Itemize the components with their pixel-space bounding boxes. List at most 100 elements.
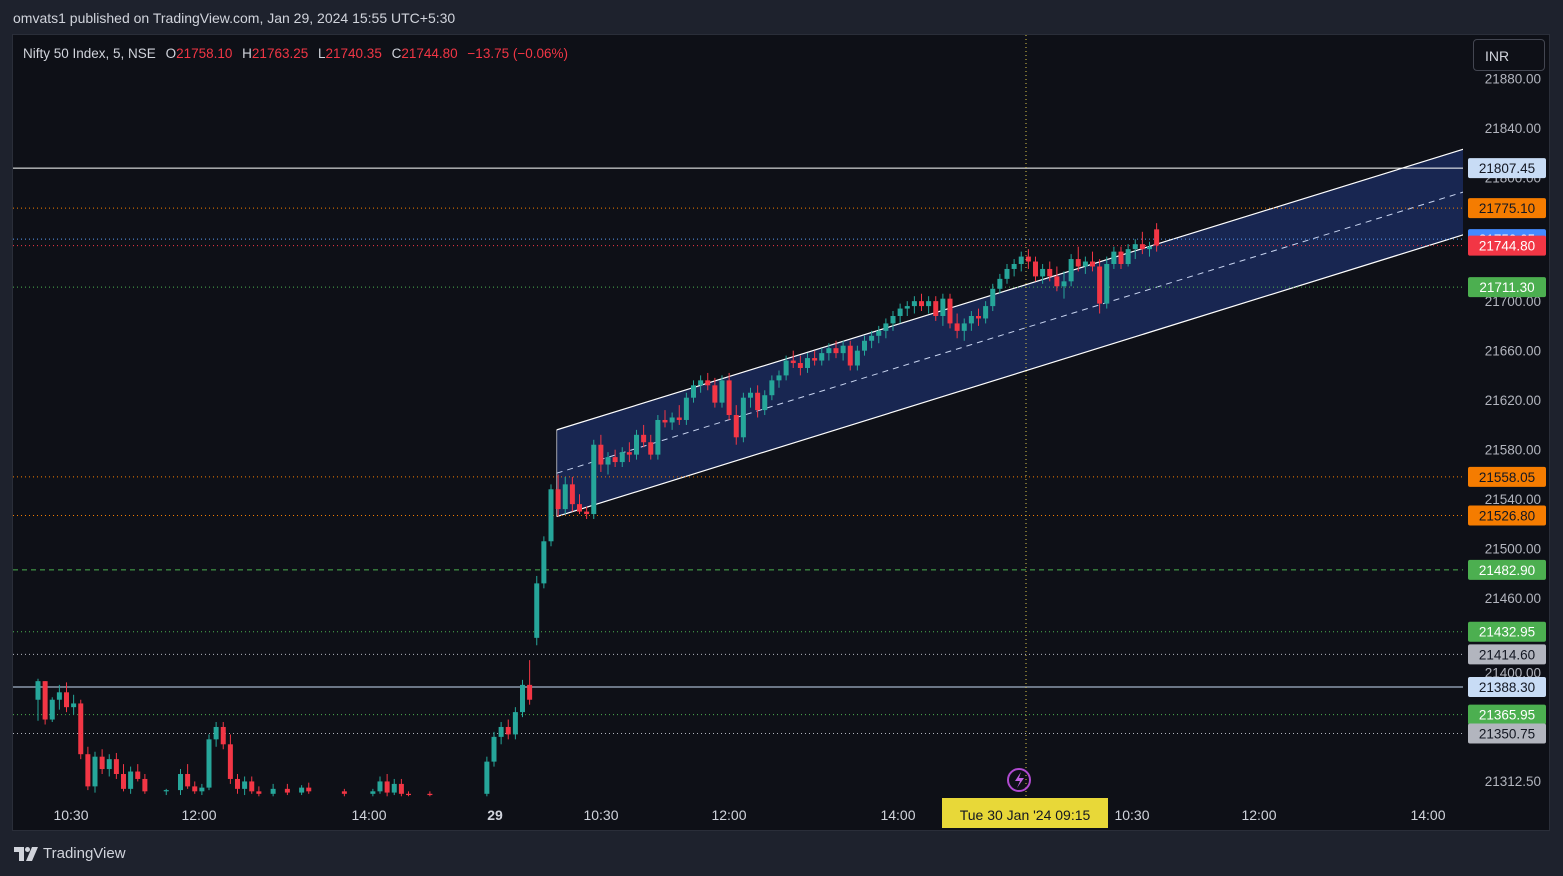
candle xyxy=(527,660,533,705)
candle-body xyxy=(249,781,255,792)
candle xyxy=(776,370,782,388)
price-level-label-bg xyxy=(1468,505,1546,526)
candle-body xyxy=(1011,264,1017,269)
candle xyxy=(598,434,604,472)
candle xyxy=(206,734,212,791)
price-level-label-bg xyxy=(1468,704,1546,725)
lightning-icon xyxy=(1015,772,1024,788)
candle-body xyxy=(1004,268,1010,279)
candle-body xyxy=(85,754,91,787)
time-axis-bg xyxy=(13,800,1549,830)
candle xyxy=(270,783,276,797)
candle xyxy=(106,754,112,777)
candle-body xyxy=(890,315,896,324)
candle xyxy=(1097,259,1103,314)
candle xyxy=(854,345,860,371)
candle xyxy=(961,318,967,341)
candle xyxy=(1033,256,1038,282)
candle xyxy=(748,387,753,408)
candle xyxy=(890,311,896,331)
candle-body xyxy=(883,323,889,331)
candle xyxy=(655,415,661,460)
candle xyxy=(833,340,839,359)
candle xyxy=(733,405,739,445)
candle-body xyxy=(1154,229,1160,246)
candle xyxy=(919,293,924,312)
candle xyxy=(826,343,832,361)
currency-button[interactable]: INR xyxy=(1473,39,1545,71)
candle-body xyxy=(976,315,981,319)
candle-body xyxy=(897,308,903,316)
candle-body xyxy=(933,301,939,316)
event-marker-icon xyxy=(1007,768,1031,792)
candle-body xyxy=(776,375,782,381)
candle xyxy=(926,296,932,314)
candle-body xyxy=(662,419,668,423)
symbol-name[interactable]: Nifty 50 Index, 5, NSE xyxy=(23,46,156,61)
candle-body xyxy=(1047,268,1053,277)
candle xyxy=(341,788,347,797)
candle-body xyxy=(983,306,989,319)
candle-body xyxy=(755,392,761,411)
candle xyxy=(562,476,568,515)
price-level-label: 21365.95 xyxy=(1468,704,1546,725)
price-chart[interactable]: 21880.0021840.0021800.0021700.0021660.00… xyxy=(13,35,1550,831)
candle-body xyxy=(235,778,240,789)
candle-body xyxy=(862,340,867,351)
candle-body xyxy=(641,434,647,443)
candle-body xyxy=(655,419,661,455)
candle-body xyxy=(1125,249,1131,265)
channel-midline xyxy=(556,171,1529,474)
price-axis-tick: 21460.00 xyxy=(1485,591,1541,606)
candle-body xyxy=(370,791,376,794)
candle-body xyxy=(299,787,305,793)
candle xyxy=(847,340,853,371)
candle-body xyxy=(626,452,632,455)
candle-body xyxy=(762,395,768,411)
time-axis-label: 14:00 xyxy=(880,807,915,823)
candle-body xyxy=(484,761,490,794)
candle-body xyxy=(113,759,119,775)
candle xyxy=(391,778,397,796)
candle-body xyxy=(605,457,611,465)
candle-body xyxy=(1033,261,1038,277)
candle xyxy=(35,678,41,721)
candle-body xyxy=(1132,244,1138,250)
candle xyxy=(1118,246,1124,269)
candle xyxy=(976,308,981,326)
candle-body xyxy=(206,739,212,788)
chart-pane[interactable]: 21880.0021840.0021800.0021700.0021660.00… xyxy=(12,34,1550,831)
time-axis-label: 12:00 xyxy=(181,807,216,823)
price-level-label-bg xyxy=(1468,158,1546,179)
candle xyxy=(548,484,554,547)
price-axis-tick: 21400.00 xyxy=(1485,666,1541,681)
candle xyxy=(1061,271,1067,299)
candle xyxy=(790,350,796,368)
candle-body xyxy=(826,348,832,354)
candle xyxy=(85,746,91,791)
candle-body xyxy=(676,417,682,420)
price-level-label-bg xyxy=(1468,198,1546,219)
price-level-label: 21558.05 xyxy=(1468,466,1546,487)
candle xyxy=(726,372,732,420)
candle-body xyxy=(121,774,126,789)
high-value: 21763.25 xyxy=(251,46,309,61)
candle xyxy=(555,474,561,517)
time-axis: 10:30 12:00 14:00 29 10:30 12:00 14:00 10:30 12:… xyxy=(13,798,1549,830)
candle xyxy=(56,684,62,710)
candle xyxy=(71,694,77,715)
candle xyxy=(662,410,668,428)
price-axis-tick: 21840.00 xyxy=(1485,121,1541,136)
candle-body xyxy=(491,736,497,762)
candle xyxy=(691,380,696,403)
price-level-label-text: 21775.10 xyxy=(1479,201,1535,216)
candle xyxy=(740,392,746,443)
low-label: L xyxy=(318,46,326,61)
candle-body xyxy=(1097,266,1103,304)
candle xyxy=(213,722,219,747)
candle-body xyxy=(163,790,169,792)
candle xyxy=(840,340,846,361)
candle xyxy=(242,776,248,796)
candle xyxy=(185,764,191,789)
candle-body xyxy=(192,786,198,792)
